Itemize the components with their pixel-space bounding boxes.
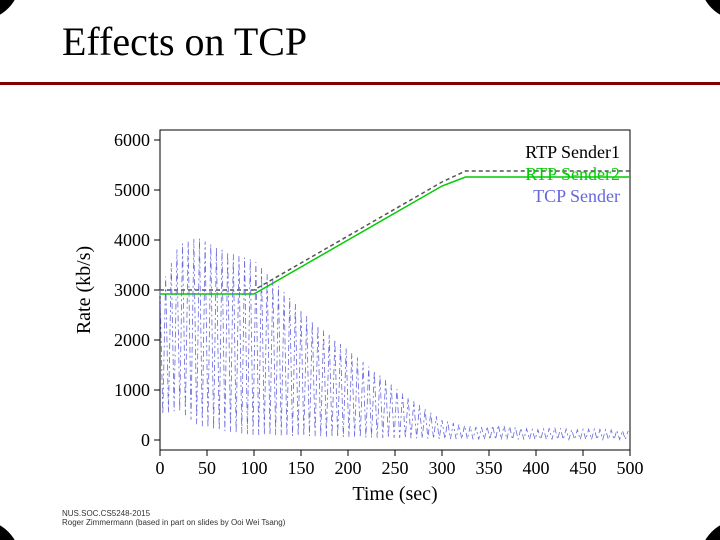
corner-decoration — [0, 520, 20, 540]
svg-text:200: 200 — [335, 458, 362, 478]
svg-text:500: 500 — [617, 458, 644, 478]
svg-text:0: 0 — [141, 430, 150, 450]
svg-text:150: 150 — [288, 458, 315, 478]
slide-footer: NUS.SOC.CS5248-2015 Roger Zimmermann (ba… — [62, 509, 285, 528]
svg-text:450: 450 — [570, 458, 597, 478]
slide: Effects on TCP 0 50 100 150 200 250 300 350 400 4… — [0, 0, 720, 540]
svg-text:4000: 4000 — [114, 230, 150, 250]
svg-text:Time (sec): Time (sec) — [352, 483, 437, 505]
svg-text:6000: 6000 — [114, 130, 150, 150]
corner-decoration — [700, 0, 720, 20]
svg-text:RTP Sender1: RTP Sender1 — [525, 142, 620, 162]
svg-text:50: 50 — [198, 458, 216, 478]
svg-text:100: 100 — [241, 458, 268, 478]
chart-svg: 0501001502002503003504004505000100020003… — [60, 110, 660, 510]
footer-line-2: Roger Zimmermann (based in part on slide… — [62, 518, 285, 528]
corner-decoration — [700, 520, 720, 540]
svg-text:250: 250 — [382, 458, 409, 478]
svg-text:350: 350 — [476, 458, 503, 478]
svg-text:Rate (kb/s): Rate (kb/s) — [73, 246, 95, 334]
svg-text:400: 400 — [523, 458, 550, 478]
corner-decoration — [0, 0, 20, 20]
svg-text:5000: 5000 — [114, 180, 150, 200]
svg-text:3000: 3000 — [114, 280, 150, 300]
slide-title: Effects on TCP — [62, 18, 307, 65]
rate-vs-time-chart: 0501001502002503003504004505000100020003… — [60, 110, 660, 510]
svg-text:TCP Sender: TCP Sender — [533, 186, 620, 206]
svg-text:1000: 1000 — [114, 380, 150, 400]
svg-text:RTP Sender2: RTP Sender2 — [525, 164, 620, 184]
footer-line-1: NUS.SOC.CS5248-2015 — [62, 509, 285, 519]
title-underline — [0, 82, 720, 85]
svg-text:300: 300 — [429, 458, 456, 478]
svg-text:0: 0 — [156, 458, 165, 478]
svg-text:2000: 2000 — [114, 330, 150, 350]
